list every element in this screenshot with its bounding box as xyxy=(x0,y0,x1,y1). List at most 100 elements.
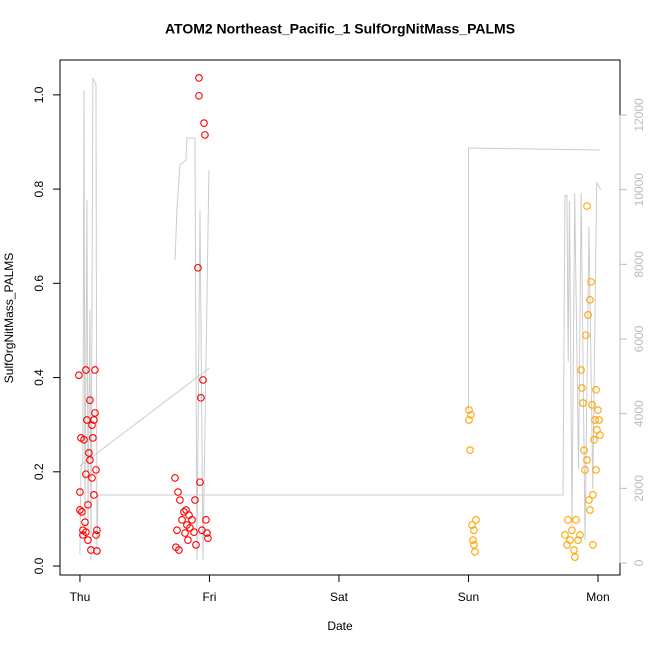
point xyxy=(588,401,596,409)
point xyxy=(570,546,578,554)
point xyxy=(579,399,587,407)
point xyxy=(201,131,209,139)
point xyxy=(465,416,473,424)
point xyxy=(186,524,194,532)
point xyxy=(90,416,98,424)
point xyxy=(81,518,89,527)
point xyxy=(86,456,94,464)
point xyxy=(79,526,87,535)
point xyxy=(203,529,211,537)
point xyxy=(200,119,208,127)
y-tick-label: 1.0 xyxy=(32,86,46,103)
point xyxy=(181,529,189,537)
point xyxy=(176,496,184,504)
point xyxy=(585,496,593,504)
point xyxy=(469,536,477,544)
point xyxy=(589,491,597,499)
y-tick-label: 0.4 xyxy=(32,369,46,386)
point xyxy=(470,540,478,549)
point xyxy=(75,371,83,380)
line xyxy=(79,77,602,561)
point xyxy=(594,406,602,414)
point xyxy=(571,553,579,561)
point xyxy=(202,516,210,524)
point xyxy=(568,526,576,535)
point xyxy=(468,521,476,529)
y2-tick-label: 2000 xyxy=(632,475,646,502)
chart-title: ATOM2 Northeast_Pacific_1 SulfOrgNitMass… xyxy=(165,21,515,37)
point xyxy=(471,548,479,556)
point xyxy=(199,376,207,384)
point xyxy=(472,516,480,524)
point xyxy=(184,536,192,544)
point xyxy=(576,531,584,539)
point xyxy=(91,409,99,417)
point xyxy=(86,396,94,405)
x-tick-label: Sun xyxy=(458,590,479,604)
y2-tick-label: 0 xyxy=(632,559,646,566)
point xyxy=(80,435,88,444)
point xyxy=(586,506,594,514)
point xyxy=(581,466,589,474)
point xyxy=(92,531,100,539)
point xyxy=(586,295,594,304)
point xyxy=(592,385,600,394)
point xyxy=(584,311,592,319)
plot-box xyxy=(59,59,621,576)
x-tick-label: Sat xyxy=(330,590,349,604)
point xyxy=(578,384,586,392)
point xyxy=(467,410,475,419)
point xyxy=(89,434,97,442)
point xyxy=(191,496,199,504)
point xyxy=(465,406,473,414)
point xyxy=(591,416,599,424)
point xyxy=(88,421,96,430)
y2-tick-label: 4000 xyxy=(632,400,646,427)
point xyxy=(596,431,604,439)
point xyxy=(582,331,590,340)
point xyxy=(175,546,183,554)
y-axis-label: SulfOrgNitMass_PALMS xyxy=(2,253,16,383)
point xyxy=(76,506,84,514)
point xyxy=(173,526,181,535)
point xyxy=(192,540,200,549)
point xyxy=(84,536,92,544)
point xyxy=(90,491,98,499)
point xyxy=(85,449,93,457)
y2-tick-label: 6000 xyxy=(632,325,646,352)
point xyxy=(178,516,186,524)
point xyxy=(78,508,86,516)
point xyxy=(587,278,595,286)
y2-tick-label: 10000 xyxy=(632,173,646,207)
point xyxy=(93,547,101,555)
point xyxy=(197,393,205,402)
point xyxy=(470,526,478,535)
y-tick-label: 0.8 xyxy=(32,180,46,197)
point xyxy=(76,488,84,496)
x-tick-label: Fri xyxy=(202,590,216,604)
point xyxy=(574,536,582,544)
point xyxy=(595,416,603,424)
point xyxy=(592,466,600,474)
point xyxy=(91,366,99,374)
x-tick-label: Thu xyxy=(70,590,91,604)
point xyxy=(590,435,598,444)
y-tick-label: 0.6 xyxy=(32,275,46,292)
point xyxy=(194,263,202,272)
point xyxy=(566,536,574,544)
point xyxy=(466,446,474,454)
point xyxy=(190,528,198,536)
point xyxy=(185,511,193,520)
point xyxy=(82,366,90,374)
point xyxy=(589,540,597,549)
point xyxy=(204,534,212,543)
point xyxy=(195,74,203,82)
point xyxy=(580,446,588,454)
point xyxy=(93,526,101,535)
point xyxy=(583,202,591,210)
point xyxy=(88,474,96,482)
y-tick-label: 0.0 xyxy=(32,557,46,574)
point xyxy=(564,516,572,524)
point xyxy=(174,488,182,496)
